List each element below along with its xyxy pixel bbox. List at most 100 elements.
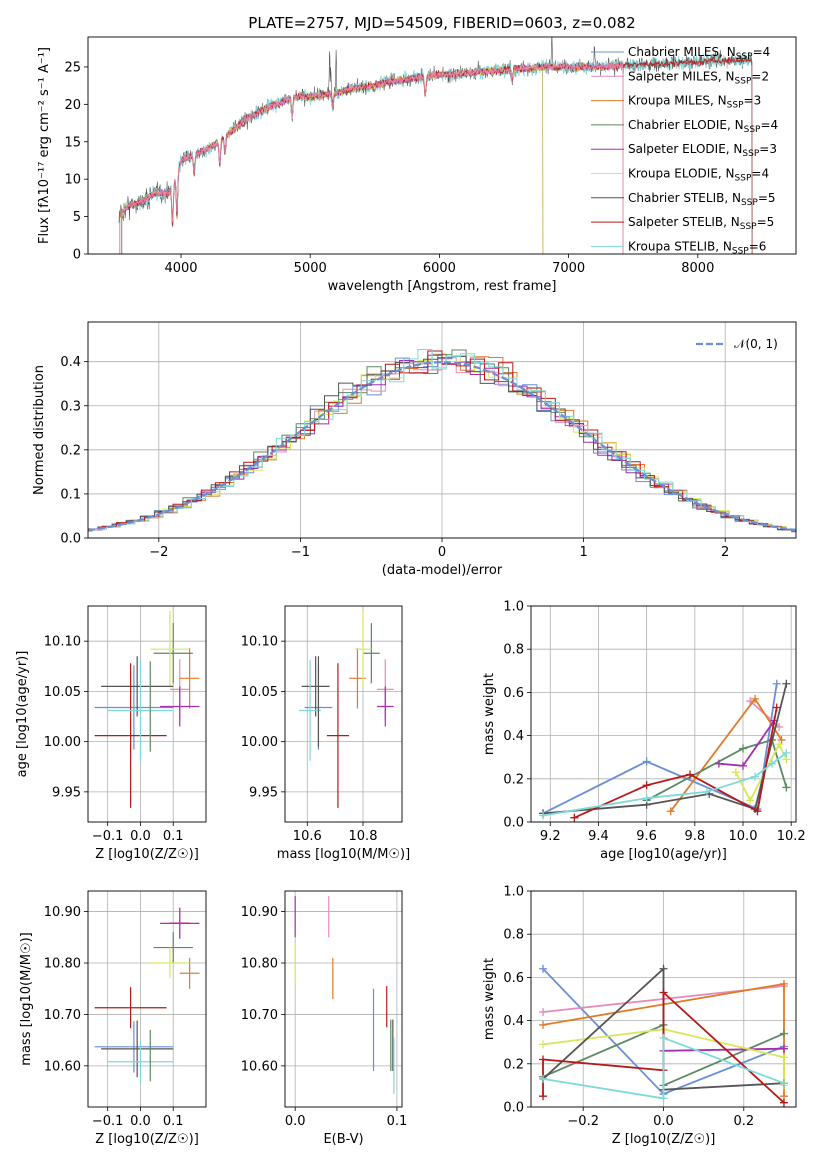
y-tick-label: 10.05 [241,685,278,700]
x-tick-label: 1 [579,545,587,560]
legend-entry-subscript: SSP [732,246,749,256]
legend-entry: Chabrier ELODIE, NSSP=4 [628,118,778,135]
x-tick-label: 5000 [294,261,327,276]
series-marker [767,759,776,768]
x-tick-label: 7000 [552,261,585,276]
plot-area [298,611,394,808]
axes-frame [530,605,797,823]
axes-frame [87,890,207,1108]
legend-entry: 𝒩(0, 1) [734,337,778,351]
x-tick-label: −2 [149,545,168,560]
axes-frame [87,605,207,823]
panel-spectrum: 4000 5000 6000 7000 8000 0 5 10 15 20 25 wavelength… [37,36,797,294]
legend-entry-subscript: SSP [735,76,752,86]
legend-entry-subscript: SSP [740,222,757,232]
panel-Z-weight: −0.2 0.0 0.2 0.0 0.2 0.4 0.6 0.8 1.0 Z [log10(Z/Z… [482,885,797,1147]
y-axis-label: mass weight [482,958,497,1040]
legend-entry-name: Kroupa ELODIE, N [628,167,735,181]
series-marker [666,807,675,816]
series-line [542,1028,785,1086]
panel-residuals: −2 −1 0 1 2 0.0 0.1 0.2 0.3 0.4 (data-model)/error… [32,321,797,578]
series-marker [746,796,755,805]
x-tick-label: 10.0 [729,829,758,844]
series-marker [659,1094,668,1103]
y-tick-label: 5 [73,210,81,225]
legend: 𝒩(0, 1) [696,337,778,351]
y-tick-label: 10.00 [241,735,278,750]
x-tick-label: 0.1 [387,1114,408,1129]
legend-entry-name: Chabrier MILES, N [628,45,736,59]
x-axis-label: mass [log10(M/M☉)] [277,847,410,862]
series-marker [702,787,711,796]
panel-age-weight: 9.2 9.4 9.6 9.8 10.0 10.2 0.0 0.2 0.4 0.6 0.8 1.0 ag… [482,600,806,863]
series-marker [753,807,762,816]
series-marker [779,1029,788,1038]
x-tick-label: 8000 [681,261,714,276]
legend-entry-count: =2 [751,69,769,83]
plot-area [539,679,791,822]
series-marker [539,1020,548,1029]
y-tick-label: 0.8 [503,643,524,658]
legend-entry: Chabrier STELIB, NSSP=5 [628,191,776,208]
legend-entry-name: Kroupa STELIB, N [628,239,732,253]
y-tick-label: 15 [64,135,81,150]
series-marker [751,772,760,781]
y-tick-label: 20 [64,98,81,113]
series-marker [779,1079,788,1088]
legend-entry-count: =4 [760,118,778,132]
legend-entry-subscript: SSP [741,198,758,208]
spectrum-line-model [121,62,624,254]
series-marker [731,768,740,777]
x-tick-label: −0.2 [567,1114,599,1129]
x-tick-label: 0.1 [163,1114,184,1129]
series-marker [659,964,668,973]
x-axis-label: age [log10(age/yr)] [600,847,727,862]
x-tick-label: 0.2 [733,1114,754,1129]
series-line [542,683,778,815]
series-marker [659,988,668,997]
series-marker [539,1074,548,1083]
axes-frame [530,890,797,1108]
y-tick-label: 0.0 [503,816,524,831]
series-marker [539,1040,548,1049]
y-tick-label: 0.4 [503,1014,524,1029]
legend-entry-count: =5 [757,215,775,229]
legend-entry-count: =4 [753,45,771,59]
y-axis-label: mass weight [482,673,497,755]
x-tick-label: 4000 [164,261,197,276]
plot-area [94,907,200,1083]
y-tick-label: 0.2 [60,443,81,458]
y-tick-label: 25 [64,60,81,75]
series-marker [782,748,791,757]
x-tick-label: 10.2 [777,829,806,844]
series-marker [739,744,747,753]
x-tick-label: 6000 [423,261,456,276]
legend-entry: Salpeter MILES, NSSP=2 [628,69,769,86]
series-marker [642,794,651,803]
x-tick-label: 0.0 [653,1114,674,1129]
series-marker [714,759,723,768]
x-axis-label: E(B-V) [323,1132,363,1147]
y-tick-label: 10.05 [44,685,81,700]
legend-entry-name: Salpeter MILES, N [628,69,735,83]
panel-EBV-mass: 0.0 0.1 10.60 10.70 10.80 10.90 E(B-V) [241,890,408,1147]
series-marker [751,694,760,703]
series-line [542,1036,785,1100]
series-marker [642,757,651,766]
y-tick-label: 0.0 [503,1101,524,1116]
legend-entry-count: =3 [759,142,777,156]
legend-entry-subscript: SSP [736,52,753,62]
legend-entry-subscript: SSP [727,101,744,111]
legend-entry: Kroupa MILES, NSSP=3 [628,94,761,111]
y-tick-label: 10.70 [44,1008,81,1023]
x-axis-label: wavelength [Angstrom, rest frame] [328,279,557,294]
y-tick-label: 0.1 [60,487,81,502]
x-tick-label: 9.4 [588,829,609,844]
y-tick-label: 0.4 [60,355,81,370]
x-axis-label: Z [log10(Z/Z☉)] [95,1132,199,1147]
series-marker [539,964,548,973]
y-tick-label: 0.6 [503,686,524,701]
axes-frame [284,605,403,823]
legend-entry-count: =4 [751,167,769,181]
x-tick-label: −0.1 [92,1114,124,1129]
